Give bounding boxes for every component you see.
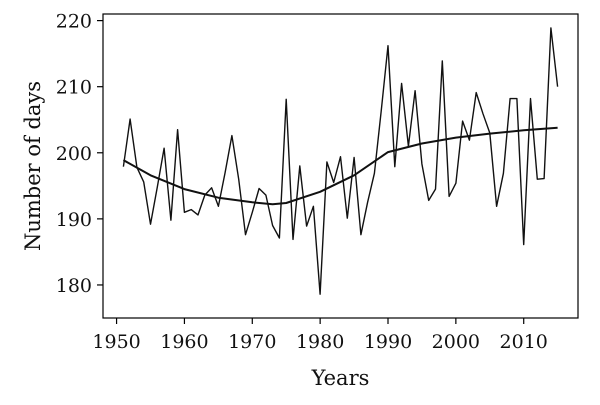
annual-series-line <box>122 27 559 295</box>
x-tick-label: 1960 <box>160 331 208 353</box>
plot-frame <box>102 13 579 319</box>
y-tick-label: 220 <box>56 11 92 33</box>
x-tick-label: 1980 <box>296 331 344 353</box>
y-tick-label: 200 <box>56 143 92 165</box>
x-tick-label: 2010 <box>500 331 548 353</box>
y-tick-label: 210 <box>56 77 92 99</box>
x-tick-label: 1990 <box>364 331 412 353</box>
x-tick-label: 2000 <box>432 331 480 353</box>
plot-border <box>102 13 579 319</box>
series-layer <box>122 27 559 295</box>
x-axis: 1950 1960 1970 1980 1990 2000 2010 <box>92 318 548 353</box>
trend-line <box>122 126 558 206</box>
y-axis: 180 190 200 210 220 <box>56 11 103 297</box>
x-axis-title: Years <box>311 366 370 390</box>
x-tick-label: 1950 <box>92 331 140 353</box>
y-axis-title: Number of days <box>21 81 45 251</box>
y-tick-label: 190 <box>56 209 92 231</box>
y-tick-label: 180 <box>56 275 92 297</box>
x-tick-label: 1970 <box>228 331 276 353</box>
